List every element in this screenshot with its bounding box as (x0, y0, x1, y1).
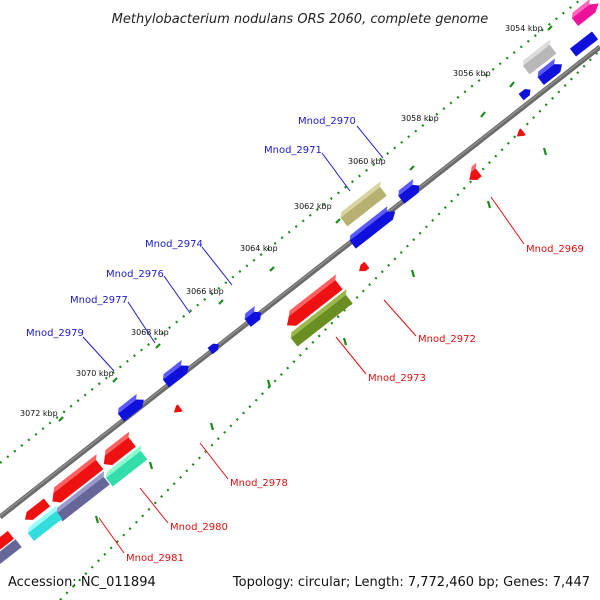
label-mnod-2977[interactable]: Mnod_2977 (70, 295, 128, 306)
gene-mnod-2981[interactable] (54, 470, 113, 522)
gene-red-5[interactable] (22, 498, 51, 523)
gene-mnod-2973[interactable] (288, 289, 356, 347)
gene-mnod-2978[interactable] (171, 404, 183, 415)
gene-mnod-2970[interactable] (396, 179, 423, 204)
gene-mnod-2980[interactable] (104, 445, 151, 487)
label-mnod-2971[interactable]: Mnod_2971 (264, 145, 322, 156)
gene-purple-edge[interactable] (0, 539, 22, 567)
gene-red-small-1[interactable] (514, 128, 526, 139)
gene-gray[interactable] (520, 39, 559, 75)
tick-marks (58, 25, 553, 524)
tick-label-3058: 3058 kbp (401, 114, 439, 123)
gene-blue-small-1[interactable] (518, 87, 533, 101)
gene-mnod-2974[interactable] (242, 305, 264, 327)
genome-backbone-highlight (0, 45, 600, 517)
label-mnod-2978[interactable]: Mnod_2978 (230, 478, 288, 489)
label-mnod-2973[interactable]: Mnod_2973 (368, 373, 426, 384)
tick-label-3072: 3072 kbp (20, 409, 58, 418)
genome-backbone (0, 45, 600, 519)
tick-label-3060: 3060 kbp (348, 157, 386, 166)
gene-mnod-2976[interactable] (207, 341, 222, 355)
gene-mnod-2969[interactable] (464, 162, 485, 184)
tick-label-3056: 3056 kbp (453, 69, 491, 78)
label-mnod-2972[interactable]: Mnod_2972 (418, 334, 476, 345)
tick-label-3062: 3062 kbp (294, 202, 332, 211)
gene-magenta-top[interactable] (569, 0, 600, 26)
tick-label-3066: 3066 kbp (186, 287, 224, 296)
label-mnod-2980[interactable]: Mnod_2980 (170, 522, 228, 533)
gene-blue-top-2[interactable] (569, 31, 599, 57)
tick-label-3068: 3068 kbp (131, 328, 169, 337)
leader-lines (82, 125, 525, 554)
gene-mnod-2979[interactable] (115, 393, 146, 422)
gene-mnod-2971-olive[interactable] (338, 181, 390, 227)
gene-red-3[interactable] (98, 431, 139, 469)
gene-cyan[interactable] (25, 505, 65, 542)
gene-mnod-2977[interactable] (160, 359, 191, 388)
label-mnod-2974[interactable]: Mnod_2974 (145, 239, 203, 250)
label-mnod-2981[interactable]: Mnod_2981 (126, 553, 184, 564)
label-mnod-2976[interactable]: Mnod_2976 (106, 269, 164, 280)
gene-mnod-2972-small[interactable] (357, 261, 370, 274)
forward-strand-genes (115, 0, 600, 422)
gene-mnod-2971[interactable] (347, 204, 398, 249)
tick-label-3054: 3054 kbp (505, 24, 543, 33)
tick-label-3070: 3070 kbp (76, 369, 114, 378)
label-mnod-2969[interactable]: Mnod_2969 (526, 244, 584, 255)
genome-summary-text: Topology: circular; Length: 7,772,460 bp… (232, 575, 590, 590)
outer-dotted-ring (0, 0, 582, 464)
gene-mnod-2972[interactable] (281, 274, 346, 330)
map-title: Methylobacterium nodulans ORS 2060, comp… (112, 12, 489, 27)
gene-red-4[interactable] (46, 454, 106, 506)
accession-text: Accession: NC_011894 (8, 575, 156, 590)
reverse-strand-genes (0, 128, 526, 567)
gene-red-edge[interactable] (0, 530, 14, 552)
label-mnod-2979[interactable]: Mnod_2979 (26, 328, 84, 339)
label-mnod-2970[interactable]: Mnod_2970 (298, 116, 356, 127)
tick-label-3064: 3064 kbp (240, 244, 278, 253)
gene-blue-top[interactable] (535, 57, 565, 85)
